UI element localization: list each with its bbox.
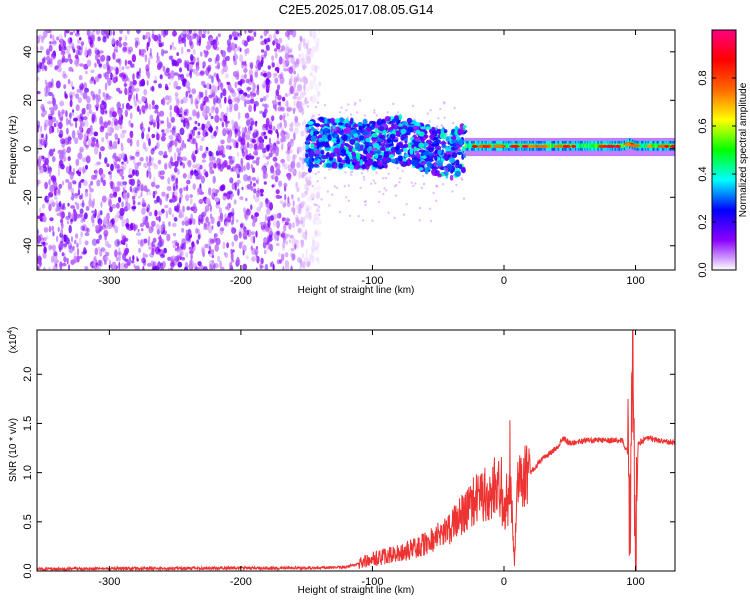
svg-text:0.4: 0.4 bbox=[697, 166, 709, 181]
figure-title: C2E5.2025.017.08.05.G14 bbox=[279, 2, 434, 17]
svg-text:0: 0 bbox=[501, 576, 507, 588]
svg-text:0: 0 bbox=[22, 146, 34, 152]
svg-text:0.6: 0.6 bbox=[697, 118, 709, 133]
snr-frame bbox=[36, 329, 676, 572]
svg-text:0.0: 0.0 bbox=[22, 563, 34, 578]
svg-text:0.8: 0.8 bbox=[697, 70, 709, 85]
svg-text:100: 100 bbox=[626, 576, 644, 588]
snr-panel: -300 -200 -100 0 100 0.0 0.5 1.0 1.5 2.0 Height o… bbox=[7, 327, 676, 596]
svg-text:40: 40 bbox=[22, 46, 34, 58]
snr-background bbox=[37, 330, 675, 571]
colorbar-scale bbox=[711, 29, 737, 271]
svg-text:2.0: 2.0 bbox=[22, 367, 34, 382]
colorbar-ticks: 0.0 0.2 0.4 0.6 0.8 bbox=[697, 70, 736, 278]
svg-text:-40: -40 bbox=[22, 238, 34, 254]
svg-text:-200: -200 bbox=[230, 275, 252, 287]
svg-text:0: 0 bbox=[501, 275, 507, 287]
snr-axes: -300 -200 -100 0 100 0.0 0.5 1.0 1.5 2.0 bbox=[22, 330, 675, 588]
svg-text:-300: -300 bbox=[98, 576, 120, 588]
snr-series-line bbox=[37, 330, 675, 571]
svg-text:0.5: 0.5 bbox=[22, 514, 34, 529]
svg-text:0.0: 0.0 bbox=[697, 262, 709, 277]
svg-text:0.2: 0.2 bbox=[697, 214, 709, 229]
svg-text:20: 20 bbox=[22, 94, 34, 106]
svg-text:1.5: 1.5 bbox=[22, 416, 34, 431]
svg-text:-100: -100 bbox=[361, 275, 383, 287]
svg-text:-200: -200 bbox=[230, 576, 252, 588]
snr-y-label: SNR (10 * v/v) bbox=[8, 418, 19, 482]
spectrogram-heatmap bbox=[37, 30, 675, 270]
colorbar-label: Normalized spectral amplitude bbox=[738, 82, 749, 217]
snr-x-label: Height of straight line (km) bbox=[298, 585, 415, 596]
spectrogram-frame bbox=[36, 29, 676, 271]
colorbar: 0.0 0.2 0.4 0.6 0.8 Normalized spectral ampl… bbox=[697, 29, 749, 278]
svg-text:-300: -300 bbox=[98, 275, 120, 287]
snr-multiplier: (x104) bbox=[7, 327, 19, 354]
svg-text:100: 100 bbox=[626, 275, 644, 287]
spectrogram-y-label: Frequency (Hz) bbox=[8, 116, 19, 185]
svg-text:-100: -100 bbox=[361, 576, 383, 588]
svg-text:1.0: 1.0 bbox=[22, 465, 34, 480]
svg-text:-20: -20 bbox=[22, 189, 34, 205]
spectrogram-x-label: Height of straight line (km) bbox=[298, 285, 415, 296]
